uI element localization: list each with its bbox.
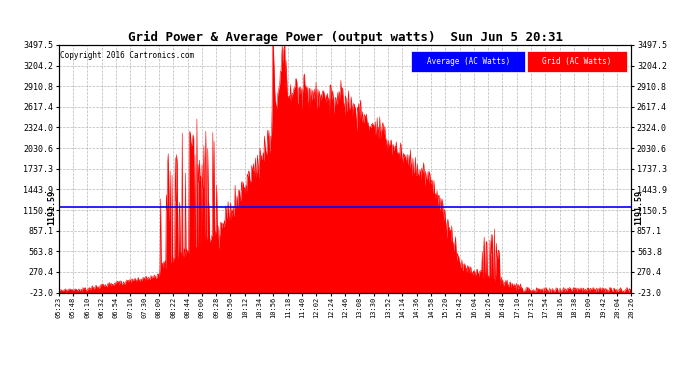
Bar	[411, 51, 525, 72]
Title: Grid Power & Average Power (output watts)  Sun Jun 5 20:31: Grid Power & Average Power (output watts…	[128, 31, 562, 44]
Text: Average (AC Watts): Average (AC Watts)	[426, 57, 510, 66]
Text: Copyright 2016 Cartronics.com: Copyright 2016 Cartronics.com	[60, 51, 194, 60]
Bar	[526, 51, 627, 72]
Text: Grid (AC Watts): Grid (AC Watts)	[542, 57, 611, 66]
Text: 1191.59: 1191.59	[47, 190, 56, 225]
Text: 1191.59: 1191.59	[634, 190, 643, 225]
